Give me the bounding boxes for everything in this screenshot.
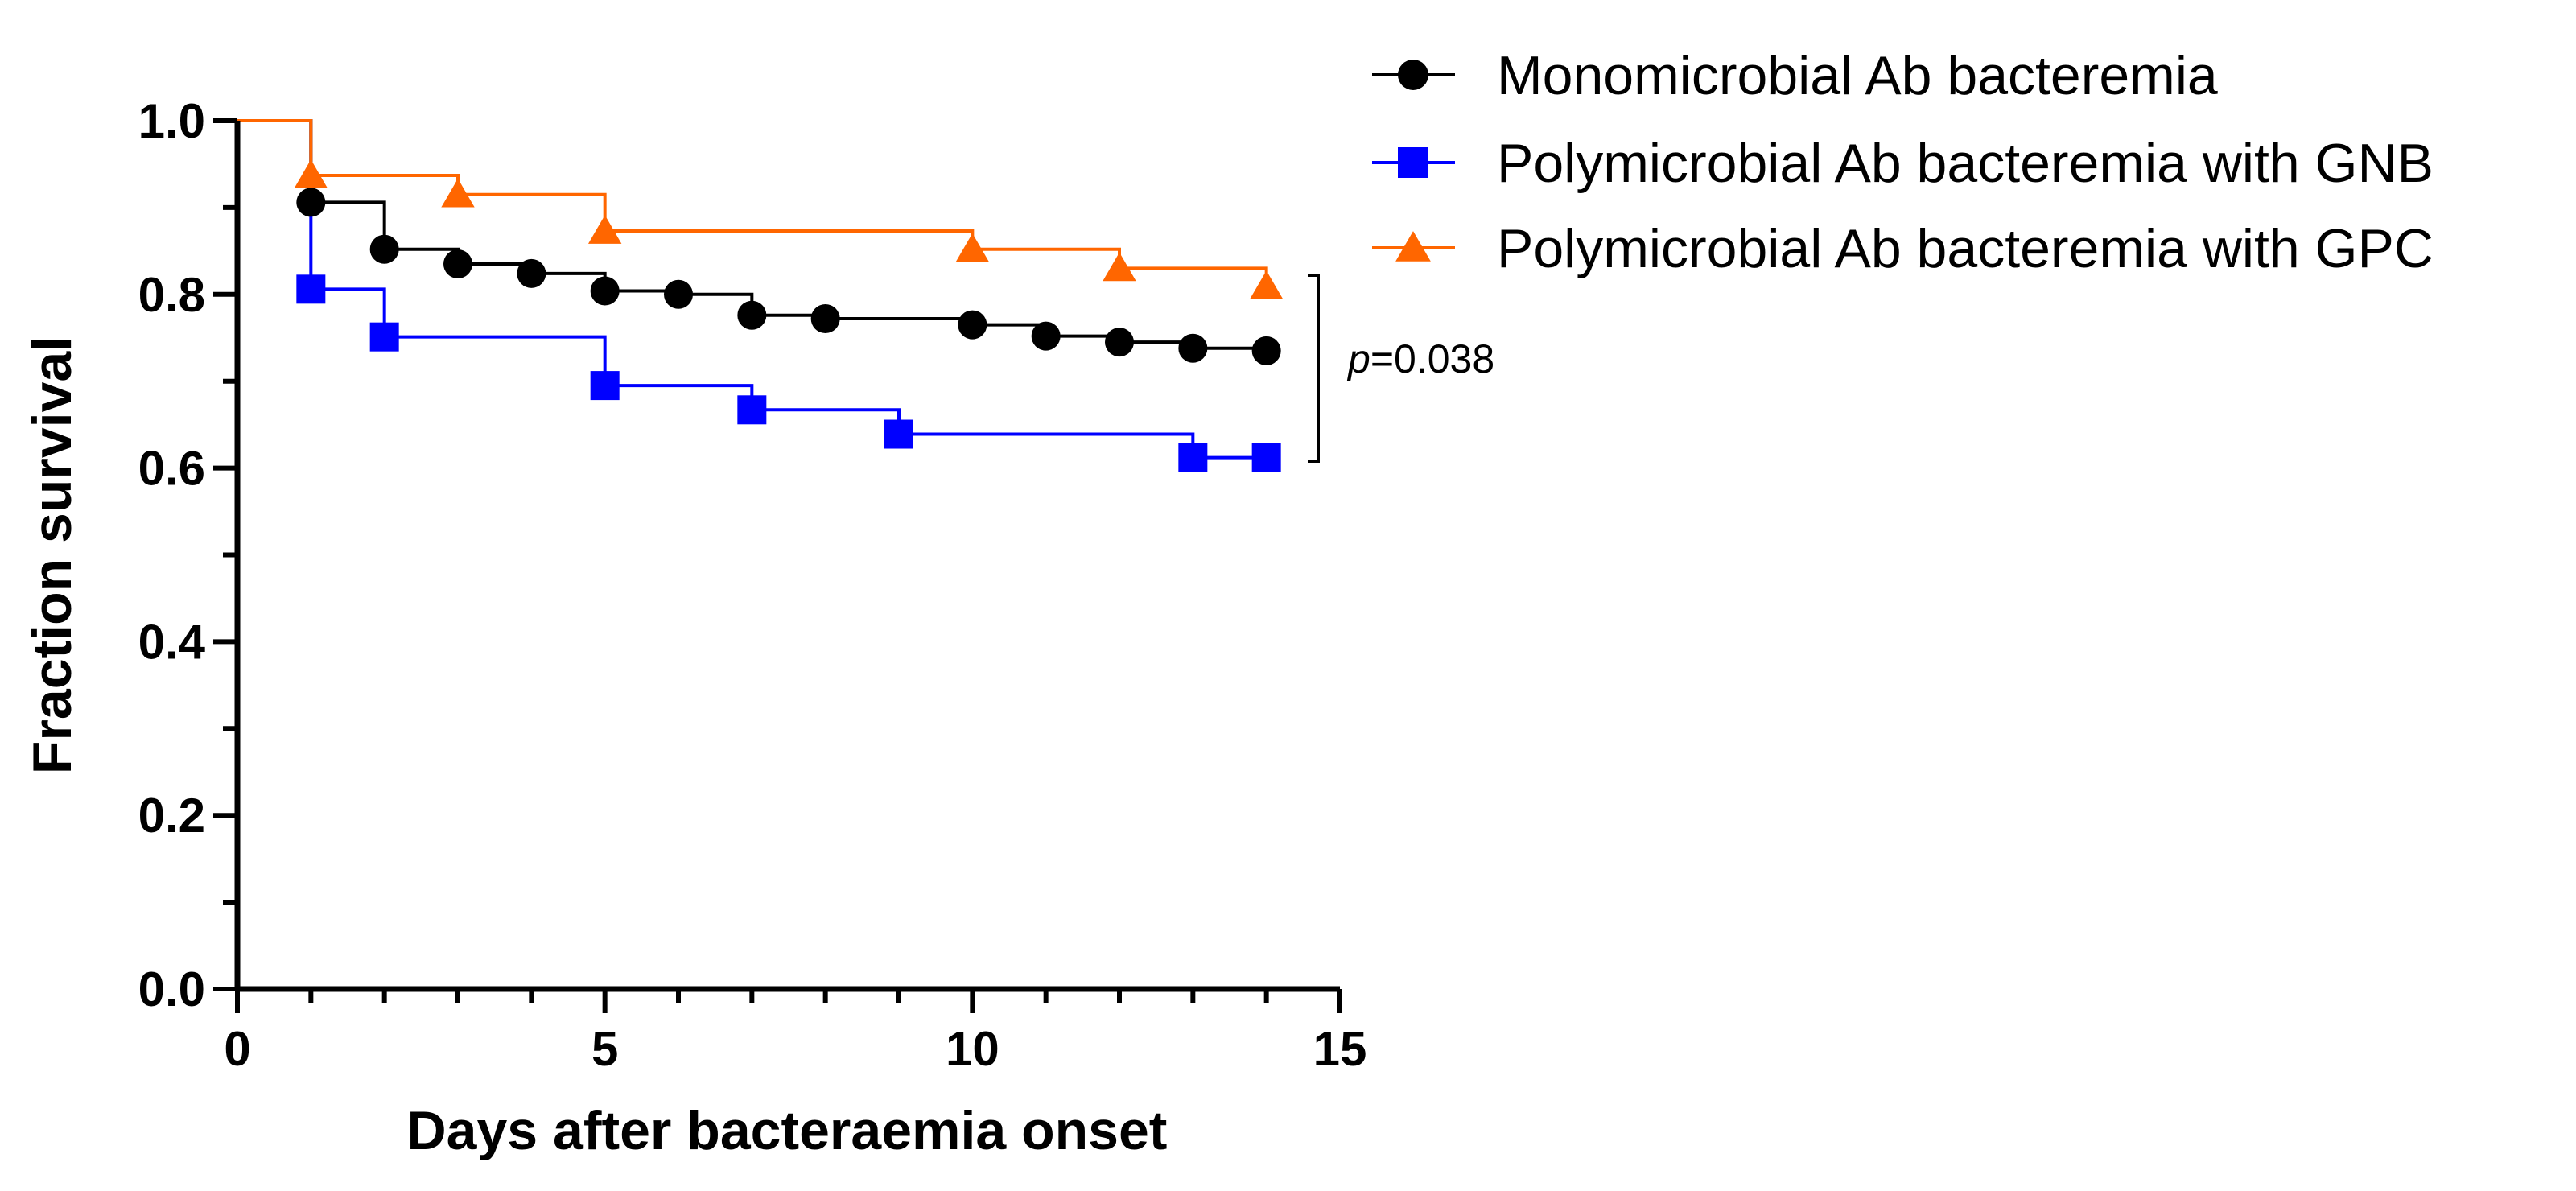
legend-marker-triangle bbox=[1395, 231, 1431, 262]
p-value-text: p=0.038 bbox=[1346, 336, 1494, 381]
data-point-circle bbox=[958, 310, 987, 340]
data-point-square bbox=[1251, 443, 1281, 472]
legend-label: Polymicrobial Ab bacteremia with GNB bbox=[1497, 133, 2434, 194]
data-point-circle bbox=[369, 234, 399, 264]
data-point-circle bbox=[590, 276, 620, 306]
data-point-circle bbox=[810, 304, 840, 334]
data-point-square bbox=[1178, 443, 1208, 472]
legend: Monomicrobial Ab bacteremia Polymicrobial… bbox=[1372, 45, 2434, 279]
data-point-triangle bbox=[955, 233, 990, 262]
p-value-symbol: p bbox=[1346, 336, 1370, 381]
x-axis-title: Days after bacteraemia onset bbox=[407, 1100, 1168, 1161]
legend-marker-circle bbox=[1398, 60, 1428, 90]
data-point-circle bbox=[1031, 321, 1061, 351]
y-tick-label: 0.8 bbox=[138, 268, 205, 322]
p-value-bracket bbox=[1308, 274, 1320, 463]
p-value-number: =0.038 bbox=[1370, 336, 1494, 381]
x-tick-label: 0 bbox=[224, 1022, 250, 1076]
data-point-square bbox=[296, 274, 326, 304]
legend-label: Polymicrobial Ab bacteremia with GPC bbox=[1497, 218, 2434, 279]
legend-label: Monomicrobial Ab bacteremia bbox=[1497, 45, 2218, 106]
y-tick-label: 1.0 bbox=[138, 94, 205, 148]
data-point-square bbox=[590, 371, 620, 401]
data-point-square bbox=[737, 395, 767, 425]
data-point-circle bbox=[1251, 336, 1281, 365]
series-layer bbox=[237, 119, 1284, 472]
p-value-annotation: p=0.038 bbox=[1308, 274, 1494, 463]
data-point-circle bbox=[737, 300, 767, 330]
data-point-triangle bbox=[441, 178, 475, 208]
data-point-triangle bbox=[1103, 252, 1136, 282]
y-tick-label: 0.0 bbox=[138, 962, 205, 1016]
data-point-circle bbox=[517, 258, 546, 288]
data-point-triangle bbox=[294, 159, 328, 188]
data-point-square bbox=[884, 419, 913, 449]
y-tick-label: 0.4 bbox=[138, 615, 206, 669]
data-point-triangle bbox=[1249, 270, 1284, 299]
legend-marker-square bbox=[1398, 147, 1428, 178]
y-tick-label: 0.6 bbox=[138, 442, 205, 496]
x-tick-label: 15 bbox=[1313, 1022, 1367, 1076]
data-point-circle bbox=[1105, 328, 1134, 357]
data-point-square bbox=[369, 322, 399, 352]
y-axis-title: Fraction survival bbox=[22, 336, 83, 774]
axes-layer: 0 5 10 15 0.0 0.2 0.4 0.6 0.8 1.0 bbox=[138, 94, 1367, 1076]
data-point-circle bbox=[664, 279, 693, 309]
data-point-circle bbox=[296, 188, 326, 217]
x-tick-label: 5 bbox=[591, 1022, 618, 1076]
y-tick-label: 0.2 bbox=[138, 789, 205, 843]
data-point-triangle bbox=[587, 215, 622, 244]
x-tick-label: 10 bbox=[946, 1022, 999, 1076]
data-point-circle bbox=[443, 249, 472, 279]
data-point-circle bbox=[1178, 333, 1208, 363]
